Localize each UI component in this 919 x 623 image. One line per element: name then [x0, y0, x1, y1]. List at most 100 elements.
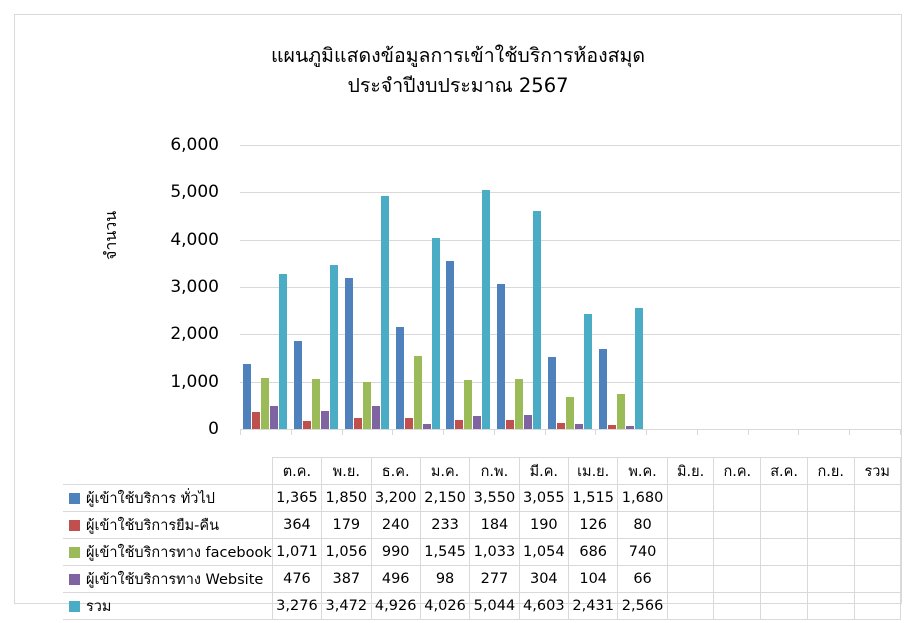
table-cell: 1,056 — [321, 538, 372, 566]
category-tick — [899, 429, 901, 435]
bar[interactable] — [524, 414, 533, 429]
table-cell — [666, 565, 715, 593]
bar[interactable] — [395, 327, 404, 429]
legend-swatch-icon — [69, 546, 80, 558]
bar-group — [646, 145, 698, 435]
bar[interactable] — [565, 396, 574, 429]
table-cell: 3,276 — [271, 592, 323, 620]
table-column-header: รวม — [853, 457, 902, 485]
y-tick-label-1000: 1,000 — [170, 371, 219, 392]
bar-group — [697, 145, 749, 435]
bar[interactable] — [353, 417, 362, 429]
table-cell — [713, 538, 762, 566]
bar[interactable] — [446, 260, 455, 429]
table-cell: 184 — [469, 511, 520, 539]
chart-container[interactable]: แผนภูมิแสดงข้อมูลการเข้าใช้บริการห้องสมุ… — [14, 14, 902, 620]
table-cell: 5,044 — [469, 592, 520, 620]
bar[interactable] — [312, 379, 321, 429]
bar[interactable] — [515, 379, 524, 429]
bar[interactable] — [404, 417, 413, 429]
bar[interactable] — [598, 349, 607, 429]
bar[interactable] — [252, 411, 261, 429]
table-cell: 387 — [321, 565, 372, 593]
legend-entry[interactable]: ผู้เข้าใช้บริการ ทั่วไป — [63, 484, 273, 512]
bar[interactable] — [279, 273, 288, 429]
bar[interactable] — [455, 420, 464, 429]
bar[interactable] — [556, 423, 565, 429]
bar[interactable] — [506, 420, 515, 429]
table-column-header: ต.ค. — [271, 457, 323, 485]
bar[interactable] — [413, 355, 422, 429]
bar[interactable] — [547, 357, 556, 429]
table-column-header: ก.ย. — [806, 457, 855, 485]
table-cell: 3,055 — [518, 484, 570, 512]
table-cell: 1,054 — [518, 538, 570, 566]
category-tick — [240, 429, 241, 435]
bar[interactable] — [261, 378, 270, 429]
table-cell — [760, 538, 808, 566]
data-table[interactable]: ต.ค. พ.ย. ธ.ค. ม.ค. ก.พ. มี.ค. เม.ย. พ.ค. มิ.ย. ก… — [63, 457, 902, 620]
table-column-header: เม.ย. — [567, 457, 619, 485]
legend-swatch-icon — [69, 600, 80, 612]
table-cell: 4,026 — [419, 592, 471, 620]
bar-group — [392, 145, 445, 435]
legend-entry[interactable]: ผู้เข้าใช้บริการยืม-คืน — [63, 511, 273, 539]
bar[interactable] — [482, 190, 491, 429]
bar[interactable] — [616, 393, 625, 429]
table-column-header: ก.พ. — [469, 457, 520, 485]
bar[interactable] — [607, 425, 616, 429]
bar[interactable] — [464, 380, 473, 429]
chart-title-line-2: ประจำปีงบประมาณ 2567 — [347, 74, 569, 97]
bar[interactable] — [497, 284, 506, 429]
table-cell: 1,365 — [271, 484, 323, 512]
bar[interactable] — [243, 364, 252, 429]
bar-series-layer — [240, 145, 901, 435]
bar[interactable] — [303, 420, 312, 429]
table-column-header: ก.ค. — [713, 457, 762, 485]
bar[interactable] — [625, 425, 634, 429]
legend-entry[interactable]: รวม — [63, 592, 273, 620]
gridline-6000 — [240, 145, 900, 146]
bar[interactable] — [321, 410, 330, 429]
y-tick-label-0: 0 — [208, 419, 219, 439]
bar[interactable] — [371, 405, 380, 429]
table-cell — [760, 592, 808, 620]
bar[interactable] — [380, 195, 389, 429]
table-cell — [666, 538, 715, 566]
legend-label: ผู้เข้าใช้บริการทาง Website — [86, 571, 264, 588]
legend-entry[interactable]: ผู้เข้าใช้บริการทาง Website — [63, 565, 273, 593]
table-cell — [666, 592, 715, 620]
table-column-header: มี.ค. — [518, 457, 570, 485]
bar[interactable] — [270, 406, 279, 429]
table-cell: 2,431 — [567, 592, 619, 620]
table-cell: 3,472 — [321, 592, 372, 620]
table-cell — [806, 511, 855, 539]
bar[interactable] — [362, 382, 371, 429]
table-cell — [806, 565, 855, 593]
bar[interactable] — [294, 341, 303, 429]
bar[interactable] — [330, 264, 339, 429]
bar[interactable] — [574, 424, 583, 429]
table-cell — [760, 565, 808, 593]
category-tick — [747, 429, 749, 435]
table-cell: 277 — [469, 565, 520, 593]
table-cell: 1,545 — [419, 538, 471, 566]
bar[interactable] — [634, 307, 643, 429]
legend-entry[interactable]: ผู้เข้าใช้บริการทาง facebook — [63, 538, 273, 566]
legend-swatch-icon — [69, 519, 80, 531]
x-axis-line — [240, 429, 900, 430]
bar[interactable] — [344, 277, 353, 429]
bar[interactable] — [583, 313, 592, 429]
bar[interactable] — [431, 238, 440, 429]
table-body: ผู้เข้าใช้บริการ ทั่วไป 1,365 1,850 3,200 2,… — [63, 484, 902, 620]
table-cell — [853, 592, 902, 620]
category-tick — [798, 429, 800, 435]
table-column-header: มิ.ย. — [666, 457, 715, 485]
table-cell: 3,200 — [370, 484, 421, 512]
bar[interactable] — [533, 211, 542, 429]
table-cell: 2,566 — [617, 592, 668, 620]
bar[interactable] — [473, 415, 482, 429]
table-row: ผู้เข้าใช้บริการทาง facebook 1,071 1,056 99… — [63, 538, 902, 566]
bar-group — [291, 145, 343, 435]
bar[interactable] — [422, 424, 431, 429]
